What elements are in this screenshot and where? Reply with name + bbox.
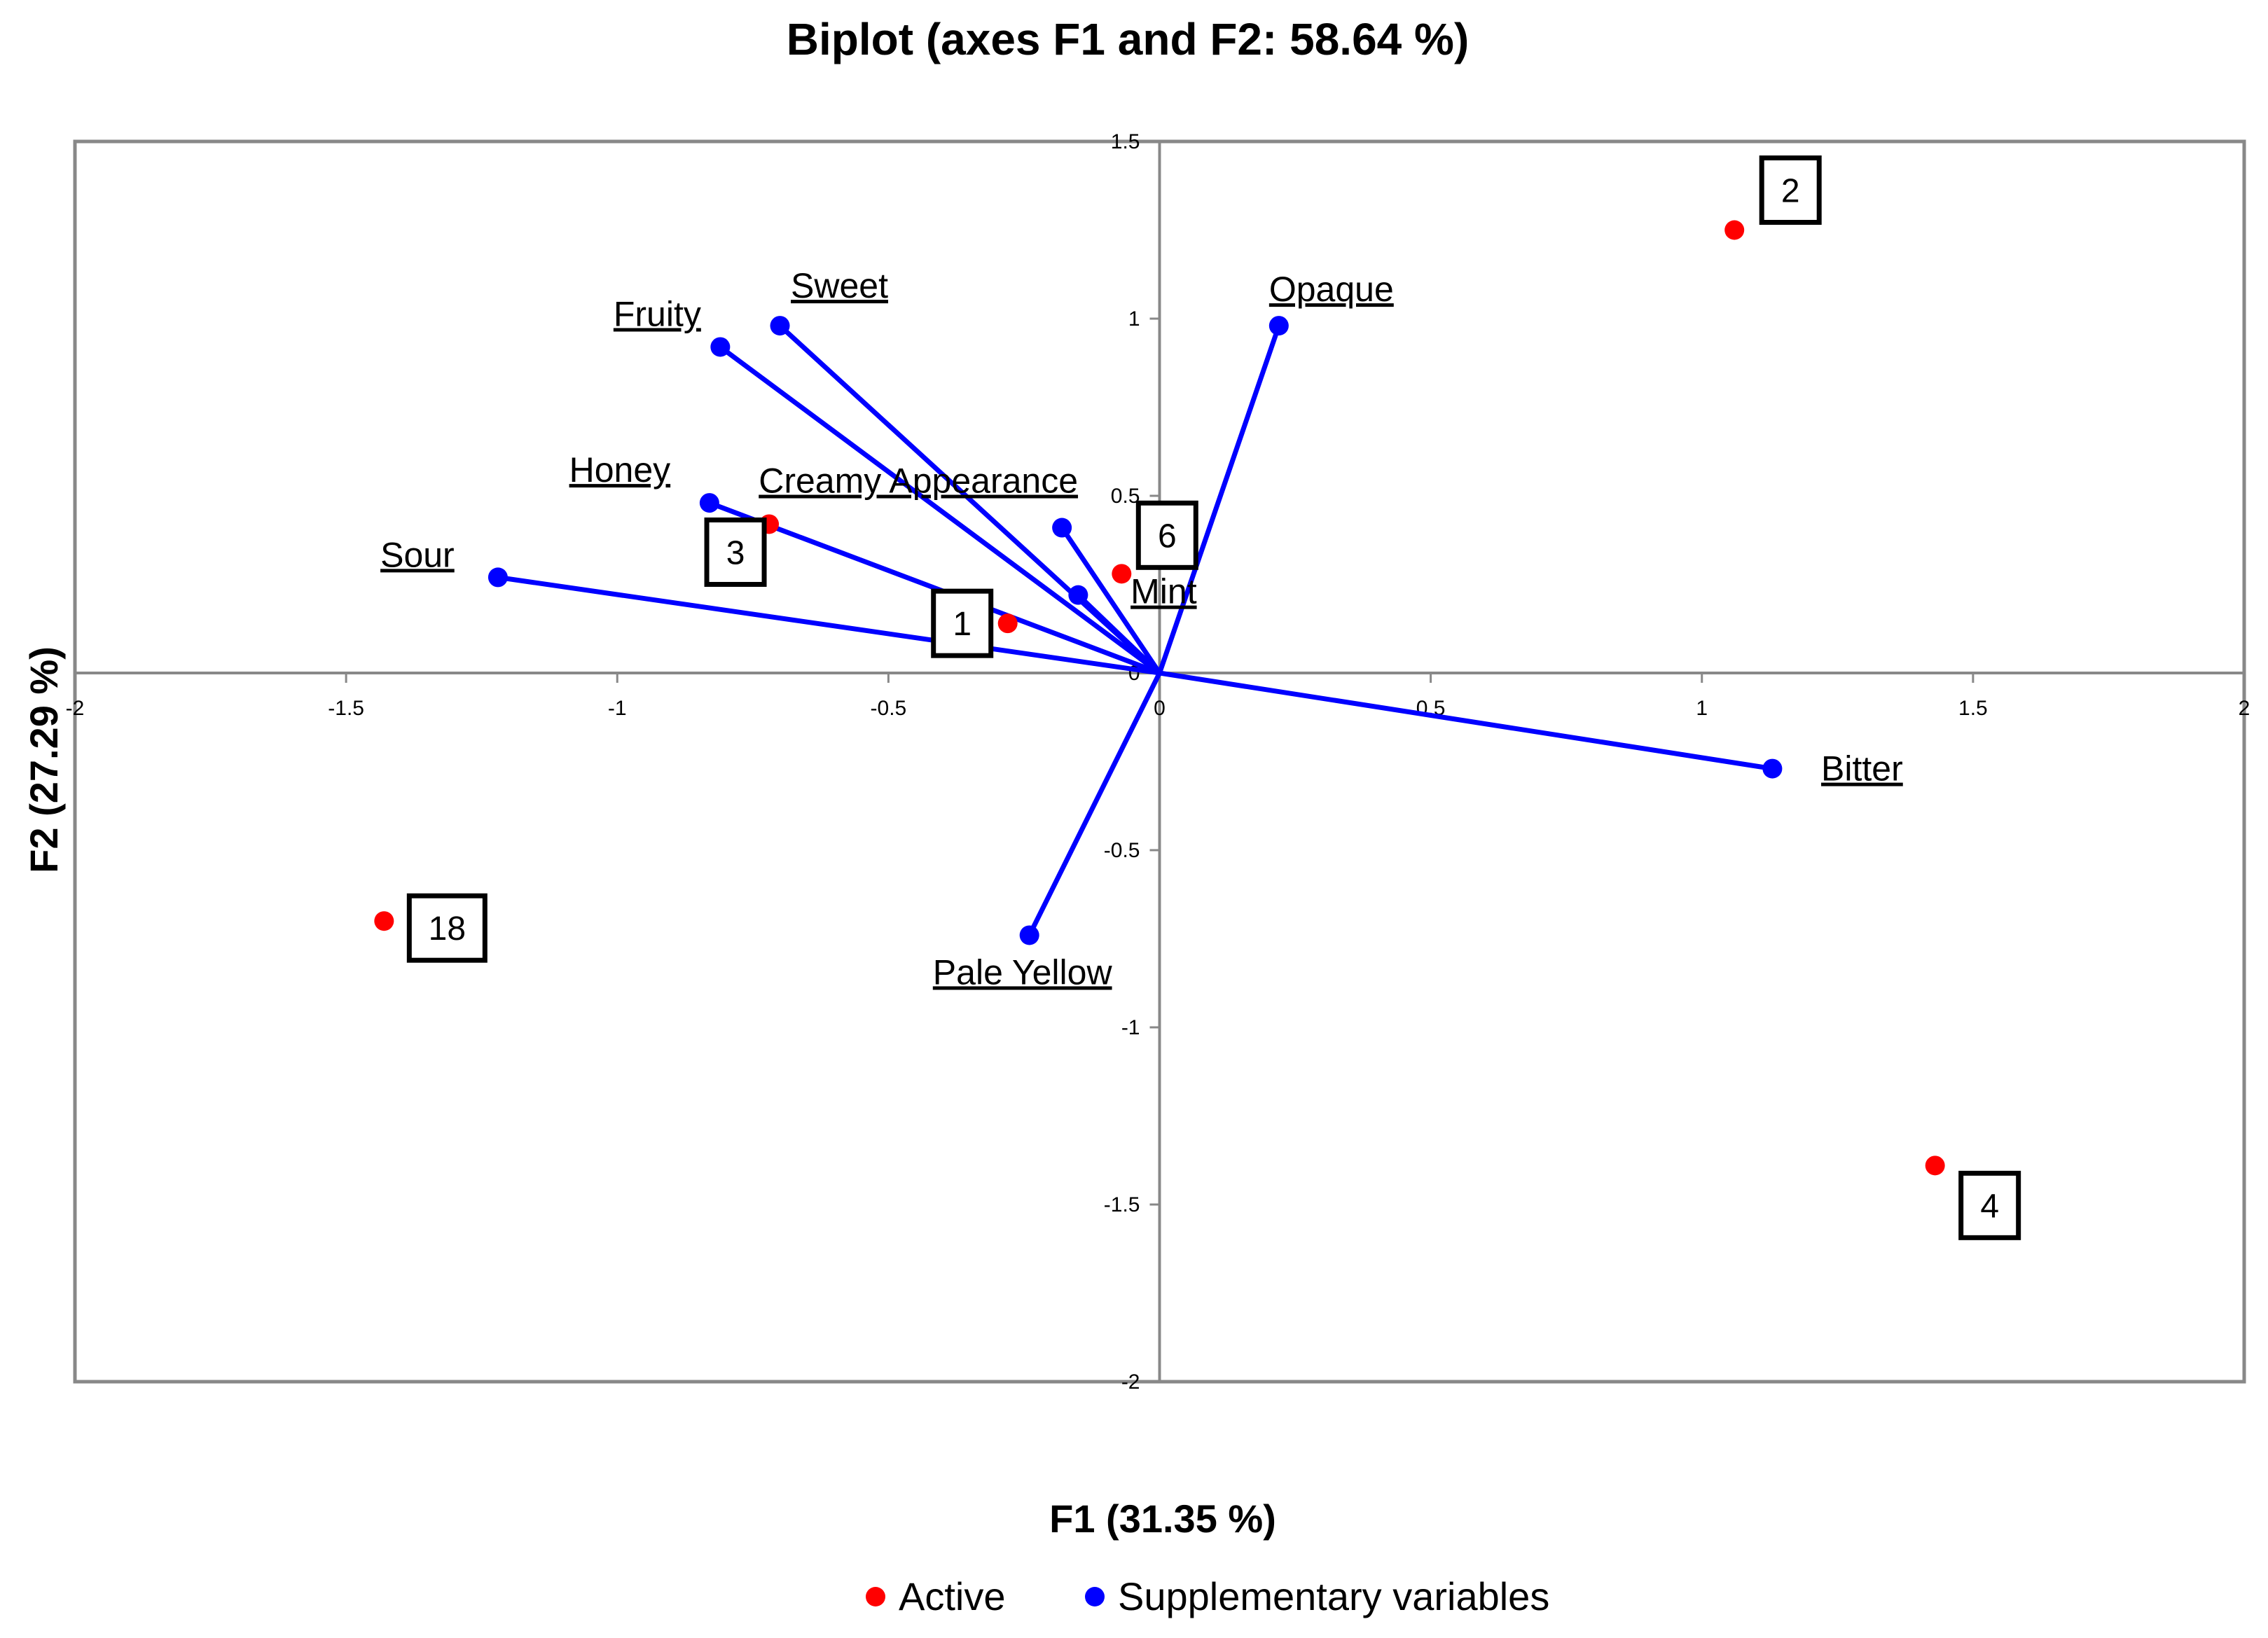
observation-label: 18 [429,910,466,948]
observation-label: 3 [726,534,745,571]
observation-label: 1 [953,606,971,643]
x-tick-label: 1 [1696,697,1708,720]
y-tick-label: -0.5 [1104,839,1140,862]
x-tick-label: 0 [1154,697,1166,720]
legend-marker-supplementary [1085,1587,1105,1606]
x-tick-label: -1.5 [328,697,364,720]
variable-label-sweet: Sweet [791,266,888,305]
y-tick-label: -1.5 [1104,1193,1140,1216]
observation-box [704,517,767,587]
chart-title: Biplot (axes F1 and F2: 58.64 %) [787,14,1470,64]
supplementary-point [770,316,790,336]
variable-label-bitter: Bitter [1821,749,1903,789]
x-tick-label: 2 [2239,697,2250,720]
observation-box [1958,1170,2021,1240]
y-tick-label: 0.5 [1111,485,1140,508]
legend: Active Supplementary variables [866,1574,1549,1618]
supplementary-point [488,567,508,588]
vector-mint [1075,592,1162,676]
observation-box [931,588,994,658]
vector-bitter [1157,670,1775,772]
variable-label-pale-yellow: Pale Yellow [933,952,1113,992]
supplementary-point [1762,758,1783,779]
x-tick-label: -2 [66,697,85,720]
point-labels: Sweet Fruity Opaque Honey Creamy Appearance M… [380,155,2021,1240]
supplementary-point [1052,518,1072,538]
y-tick-label: -2 [1121,1370,1140,1394]
variable-label-creamy-appearance: Creamy Appearance [759,461,1078,501]
y-tick-label: 1.5 [1111,130,1140,153]
legend-marker-active [866,1587,885,1606]
variable-label-opaque: Opaque [1269,270,1394,309]
active-point [997,613,1018,634]
observation-label: 2 [1781,173,1800,210]
variable-label-mint: Mint [1130,572,1197,611]
y-tick-label: -1 [1121,1016,1140,1039]
observation-box [1759,155,1822,225]
active-point [1925,1155,1945,1176]
variable-label-fruity: Fruity [614,294,701,333]
x-tick-label: 1.5 [1958,697,1988,720]
axes: -2 -1.5 -1 -0.5 0 0.5 1 1.5 2-2-1.5-1-0.500.511.… [66,130,2250,1394]
y-tick-label: 1 [1128,307,1140,331]
active-point [374,911,394,931]
observation-box [406,893,488,963]
supplementary-point [710,337,731,357]
x-axis-title: F1 (31.35 %) [1049,1497,1276,1541]
variable-label-honey: Honey [569,450,671,490]
active-point [1112,564,1132,584]
vector-honey [707,500,1162,676]
variable-label-sour: Sour [380,535,455,574]
supplementary-point [1019,925,1039,945]
observation-label: 6 [1158,518,1177,555]
vector-creamy-appearance [1059,525,1162,676]
supplementary-point [1068,585,1088,605]
vector-pale-yellow [1027,670,1162,938]
vector-fruity [717,344,1162,676]
variable-vectors [495,323,1775,938]
supplementary-point [699,493,719,513]
legend-label-active: Active [899,1574,1006,1618]
vector-sour [495,574,1162,676]
x-tick-label: -0.5 [871,697,907,720]
data-points [374,220,1945,1176]
supplementary-point [1268,316,1289,336]
observation-label: 4 [1980,1188,1999,1225]
x-tick-label: -1 [608,697,627,720]
y-axis-title: F2 (27.29 %) [22,646,66,873]
legend-label-supplementary: Supplementary variables [1118,1574,1549,1618]
vector-opaque [1157,323,1282,676]
active-point [1724,220,1745,240]
observation-box [1135,500,1198,570]
